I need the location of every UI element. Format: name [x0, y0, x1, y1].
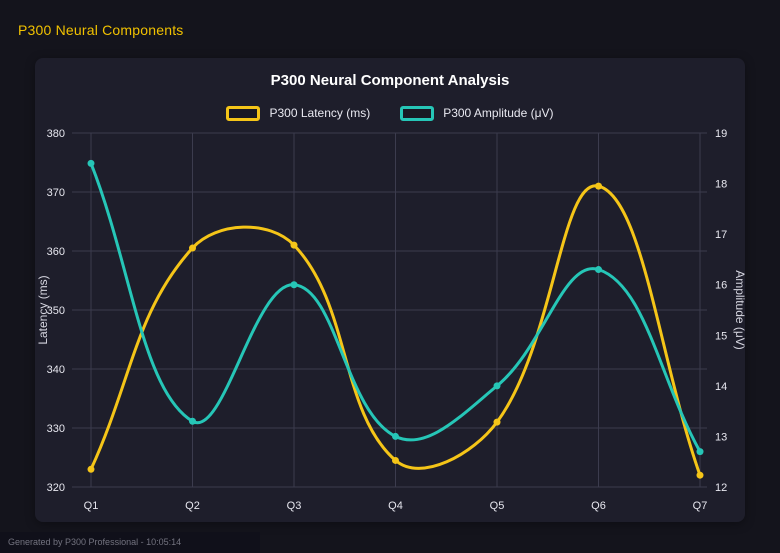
data-point[interactable]: [696, 471, 704, 479]
right-axis-tick: 13: [715, 431, 727, 443]
data-point[interactable]: [595, 182, 602, 190]
right-axis-tick: 18: [715, 179, 727, 191]
legend-label: P300 Amplitude (μV): [443, 106, 554, 120]
right-axis-title: Amplitude (μV): [733, 270, 745, 350]
line-chart[interactable]: 320 330 340 350 360 370 380 12 13 14 15 16 17 18 19 Q1 Q…: [35, 125, 745, 525]
right-axis-tick: 15: [715, 330, 727, 342]
data-point[interactable]: [696, 448, 704, 456]
chart-panel: P300 Neural Component Analysis P300 Late…: [35, 58, 745, 522]
left-axis-tick: 360: [47, 246, 65, 258]
x-axis-tick: Q3: [287, 500, 302, 512]
data-point[interactable]: [290, 241, 298, 249]
x-axis-tick: Q4: [388, 500, 403, 512]
x-axis-tick: Q2: [185, 500, 200, 512]
left-axis-tick: 320: [47, 482, 65, 494]
left-axis-tick: 380: [47, 128, 65, 140]
right-axis-tick: 19: [715, 128, 727, 140]
data-point[interactable]: [493, 382, 501, 390]
data-point[interactable]: [189, 417, 196, 425]
legend-swatch: [226, 105, 261, 121]
legend-item-1[interactable]: P300 Amplitude (μV): [400, 105, 554, 121]
data-point[interactable]: [595, 266, 602, 274]
x-axis-tick: Q6: [591, 500, 606, 512]
legend-item-0[interactable]: P300 Latency (ms): [226, 105, 371, 121]
right-axis-tick: 14: [715, 381, 727, 393]
left-axis-title: Latency (ms): [36, 275, 50, 344]
chart-title: P300 Neural Component Analysis: [270, 72, 510, 89]
data-point[interactable]: [493, 418, 501, 426]
data-point[interactable]: [87, 465, 95, 473]
right-axis-tick: 16: [715, 280, 727, 292]
right-axis-tick: 17: [715, 229, 727, 241]
legend-label: P300 Latency (ms): [269, 106, 371, 120]
left-axis-tick: 330: [47, 423, 65, 435]
x-axis-tick: Q7: [693, 500, 708, 512]
left-axis-tick: 350: [47, 305, 65, 317]
left-axis-tick: 340: [47, 364, 65, 376]
x-axis-tick: Q5: [490, 500, 505, 512]
data-point[interactable]: [87, 159, 95, 167]
footer-status: Generated by P300 Professional - 10:05:1…: [0, 532, 260, 553]
chart-legend: P300 Latency (ms) P300 Amplitude (μV): [35, 103, 745, 123]
data-point[interactable]: [189, 244, 196, 252]
data-point[interactable]: [290, 281, 298, 289]
legend-swatch: [400, 105, 435, 121]
data-point[interactable]: [392, 432, 399, 440]
left-axis-tick: 370: [47, 187, 65, 199]
right-axis-tick: 12: [715, 482, 727, 494]
x-axis-tick: Q1: [84, 500, 99, 512]
data-point[interactable]: [392, 456, 399, 464]
page-title: P300 Neural Components: [18, 22, 184, 38]
